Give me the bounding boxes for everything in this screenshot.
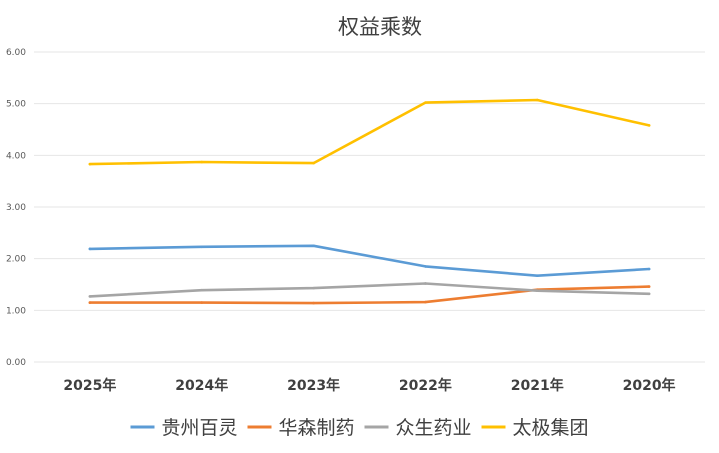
legend-label: 贵州百灵: [162, 417, 238, 439]
x-tick-label: 2025年: [63, 377, 116, 394]
gridlines: [34, 51, 705, 363]
series-line-1: [88, 285, 651, 305]
legend-item: 贵州百灵: [130, 417, 238, 439]
data-point: [200, 301, 204, 304]
data-point: [200, 160, 204, 164]
legend-label: 太极集团: [513, 417, 589, 439]
legend-label: 华森制药: [279, 417, 355, 439]
legend-item: 华森制药: [247, 417, 355, 439]
legend-label: 众生药业: [396, 417, 472, 439]
series-line-2: [88, 282, 651, 298]
series-lines: [88, 98, 651, 305]
data-point: [88, 301, 92, 304]
x-tick-label: 2021年: [511, 377, 564, 394]
x-axis-ticks: 2025年 2024年 2023年 2022年 2021年 2020年: [63, 377, 675, 394]
data-point: [200, 245, 204, 249]
data-point: [312, 244, 315, 248]
y-tick-label: 2.00: [6, 255, 26, 265]
data-point: [424, 265, 427, 268]
data-point: [312, 286, 315, 290]
data-point: [647, 285, 651, 288]
x-tick-label: 2020年: [623, 377, 676, 394]
series-line-3: [88, 98, 651, 166]
data-point: [312, 161, 315, 165]
data-point: [535, 289, 539, 293]
y-tick-label: 4.00: [6, 151, 26, 161]
data-point: [647, 292, 651, 296]
data-point: [535, 98, 539, 102]
y-tick-label: 1.00: [6, 306, 26, 316]
data-point: [647, 124, 651, 127]
data-point: [535, 274, 539, 278]
y-axis-ticks: 0.00 1.00 2.00 3.00 4.00 5.00 6.00: [6, 48, 26, 368]
legend-item: 太极集团: [481, 417, 589, 439]
y-tick-label: 5.00: [6, 100, 26, 110]
x-tick-label: 2023年: [287, 377, 340, 394]
x-tick-label: 2022年: [399, 377, 452, 394]
x-tick-label: 2024年: [175, 377, 228, 394]
data-point: [312, 301, 315, 305]
legend: 贵州百灵 华森制药 众生药业 太极集团: [130, 417, 589, 439]
chart-title: 权益乘数: [338, 15, 422, 39]
series-line-0: [88, 244, 651, 277]
y-tick-label: 0.00: [6, 358, 26, 368]
data-point: [424, 101, 427, 104]
data-point: [88, 295, 92, 298]
data-point: [647, 267, 651, 271]
data-point: [424, 282, 427, 285]
data-point: [88, 247, 92, 251]
legend-item: 众生药业: [364, 417, 472, 439]
y-tick-label: 3.00: [6, 203, 26, 213]
data-point: [200, 288, 204, 292]
data-point: [424, 300, 427, 304]
data-point: [88, 162, 92, 166]
y-tick-label: 6.00: [6, 48, 26, 58]
